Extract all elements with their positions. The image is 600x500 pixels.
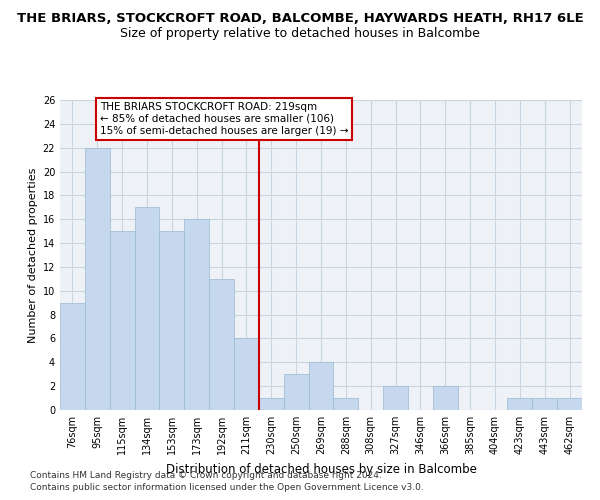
Bar (557, 398, 582, 410)
Bar (209, 279, 234, 410)
X-axis label: Distribution of detached houses by size in Balcombe: Distribution of detached houses by size … (166, 462, 476, 475)
Bar (433, 386, 458, 410)
Y-axis label: Number of detached properties: Number of detached properties (28, 168, 38, 342)
Bar (532, 398, 557, 410)
Bar (134, 208, 160, 410)
Text: Size of property relative to detached houses in Balcombe: Size of property relative to detached ho… (120, 28, 480, 40)
Bar (184, 219, 209, 410)
Text: Contains HM Land Registry data © Crown copyright and database right 2024.: Contains HM Land Registry data © Crown c… (30, 471, 382, 480)
Bar (383, 386, 408, 410)
Text: THE BRIARS, STOCKCROFT ROAD, BALCOMBE, HAYWARDS HEATH, RH17 6LE: THE BRIARS, STOCKCROFT ROAD, BALCOMBE, H… (17, 12, 583, 26)
Bar (334, 398, 358, 410)
Bar (284, 374, 308, 410)
Bar (60, 302, 85, 410)
Bar (85, 148, 110, 410)
Bar (110, 231, 134, 410)
Text: THE BRIARS STOCKCROFT ROAD: 219sqm
← 85% of detached houses are smaller (106)
15: THE BRIARS STOCKCROFT ROAD: 219sqm ← 85%… (100, 102, 348, 136)
Bar (259, 398, 284, 410)
Bar (308, 362, 334, 410)
Text: Contains public sector information licensed under the Open Government Licence v3: Contains public sector information licen… (30, 484, 424, 492)
Bar (234, 338, 259, 410)
Bar (160, 231, 184, 410)
Bar (508, 398, 532, 410)
